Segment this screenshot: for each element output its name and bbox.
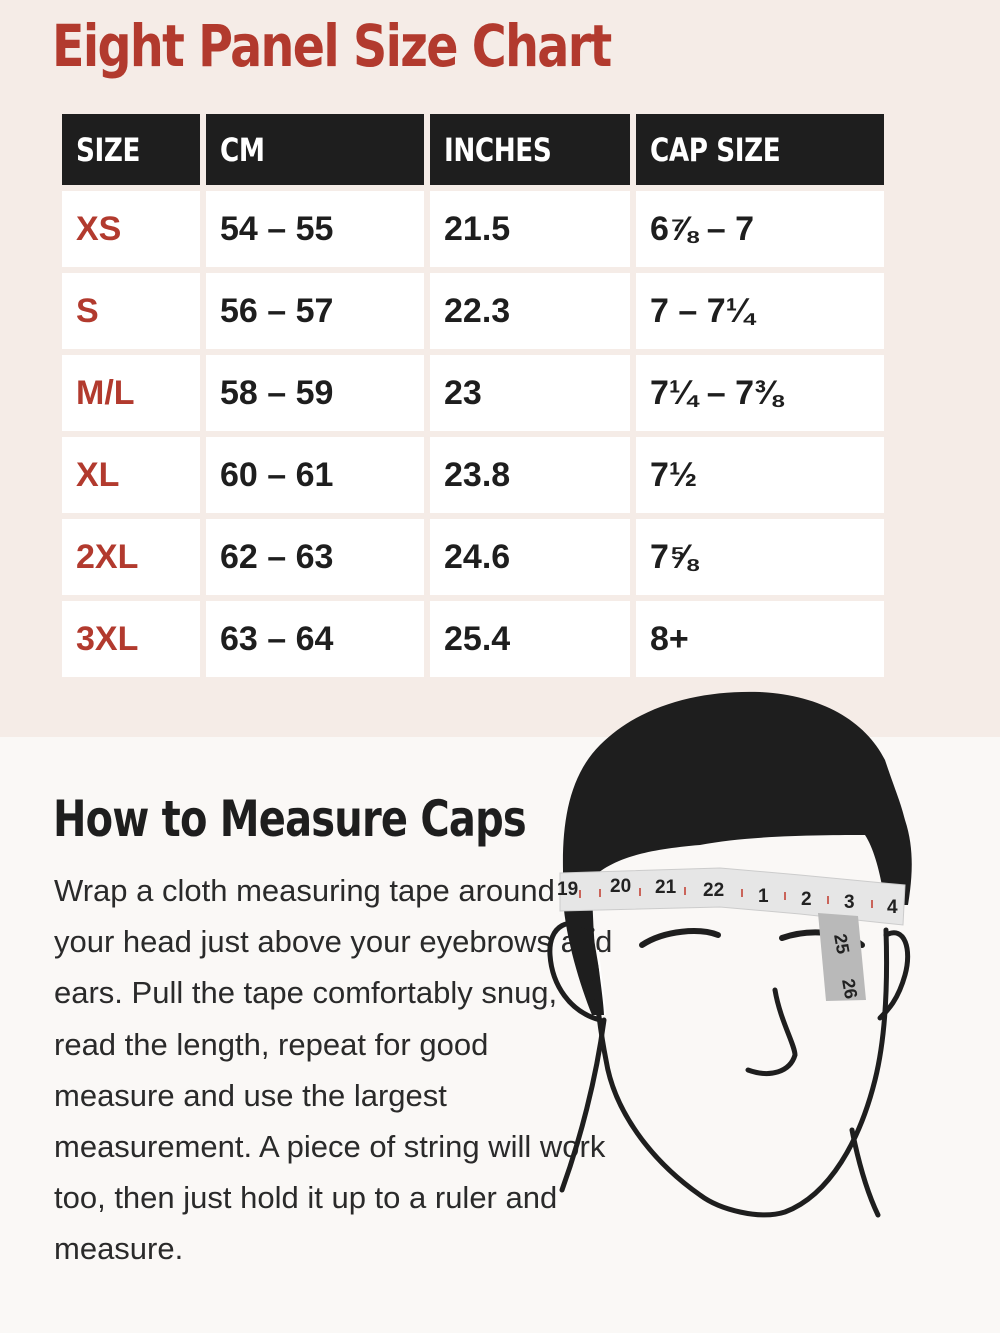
cm-cell: 62 – 63 [206,519,424,595]
tape-number: 22 [703,880,724,901]
page-title: Eight Panel Size Chart [52,12,612,80]
nose [745,987,798,1076]
cap-size-cell: 7 – 7¼ [636,273,884,349]
measuring-tape-hanging [818,913,866,1001]
inches-cell: 23 [430,355,630,431]
cap-size-cell: 7⅝ [636,519,884,595]
cap-size-cell: 8+ [636,601,884,677]
measure-section-title: How to Measure Caps [53,790,527,848]
table-row: 2XL 62 – 63 24.6 7⅝ [62,519,884,595]
measuring-tape-front [559,867,906,926]
tape-number: 20 [610,876,631,897]
cm-cell: 58 – 59 [206,355,424,431]
table-row: S 56 – 57 22.3 7 – 7¼ [62,273,884,349]
cap-size-cell: 7¼ – 7⅜ [636,355,884,431]
size-chart-table: SIZE CM INCHES CAP SIZE XS 54 – 55 21.5 … [56,108,890,683]
inches-cell: 23.8 [430,437,630,513]
size-cell: XS [62,191,200,267]
column-header-size: SIZE [62,114,200,185]
cm-cell: 60 – 61 [206,437,424,513]
hair-shape [562,691,912,1015]
cm-cell: 63 – 64 [206,601,424,677]
tape-number: 1 [758,886,769,907]
inches-cell: 21.5 [430,191,630,267]
table-row: XL 60 – 61 23.8 7½ [62,437,884,513]
column-header-cap-size: CAP SIZE [636,114,884,185]
left-eyebrow [639,928,721,948]
face-outline [587,902,890,1218]
size-cell: 3XL [62,601,200,677]
column-header-inches: INCHES [430,114,630,185]
cap-size-cell: 7½ [636,437,884,513]
table-row: XS 54 – 55 21.5 6⅞ – 7 [62,191,884,267]
tape-number: 25 [830,932,853,955]
inches-cell: 22.3 [430,273,630,349]
tape-number: 3 [844,892,855,913]
size-cell: M/L [62,355,200,431]
tape-number: 26 [838,977,861,1000]
size-cell: S [62,273,200,349]
table-header-row: SIZE CM INCHES CAP SIZE [62,114,884,185]
cap-size-cell: 6⅞ – 7 [636,191,884,267]
column-header-cm: CM [206,114,424,185]
tape-number: 4 [887,897,898,918]
right-ear [877,930,911,1021]
cm-cell: 56 – 57 [206,273,424,349]
left-ear [547,920,603,1023]
size-cell: XL [62,437,200,513]
cm-cell: 54 – 55 [206,191,424,267]
measure-instructions-text: Wrap a cloth measuring tape around your … [54,873,613,1267]
tape-number: 21 [655,877,677,898]
measure-instructions-panel [0,737,1000,1333]
size-cell: 2XL [62,519,200,595]
table-row: M/L 58 – 59 23 7¼ – 7⅜ [62,355,884,431]
tape-number: 2 [801,889,812,910]
inches-cell: 24.6 [430,519,630,595]
head-with-measuring-tape-icon: 19 20 21 22 1 2 3 4 25 26 [547,691,912,1218]
table-row: 3XL 63 – 64 25.4 8+ [62,601,884,677]
inches-cell: 25.4 [430,601,630,677]
tape-number: 19 [557,879,578,900]
